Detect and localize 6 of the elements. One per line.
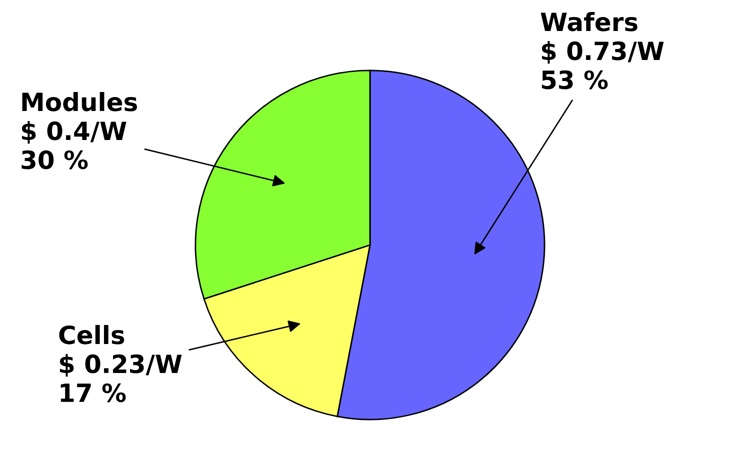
data-label: $ 0.73/W 53 % <box>542 40 664 90</box>
data-label: $ 0.23/W 17 % <box>60 354 182 402</box>
data-label: $ 0.4/W 30 % <box>22 120 126 170</box>
slice-label: Cells <box>59 325 124 344</box>
slice-label: Modules <box>22 92 137 112</box>
slice-label: Wafers <box>540 12 638 32</box>
